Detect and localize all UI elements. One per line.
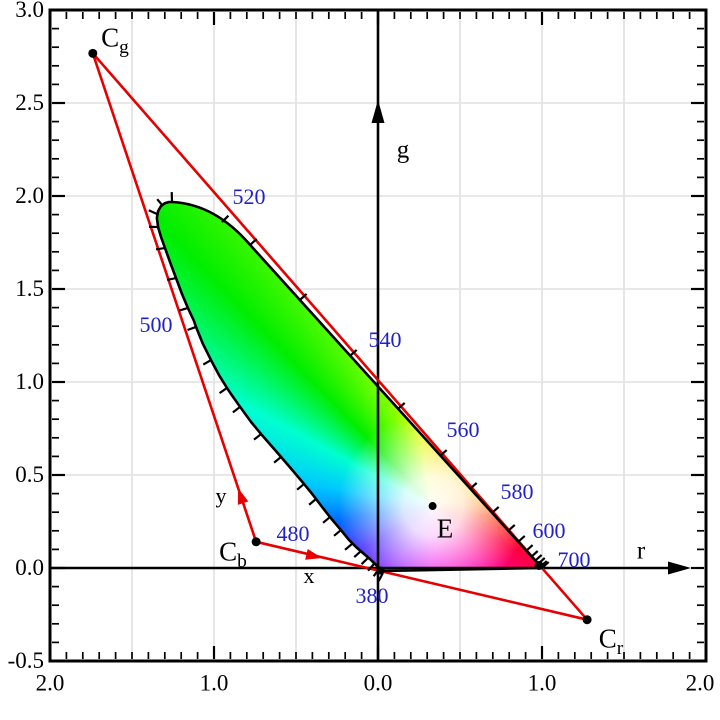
wavelength-tick (367, 563, 375, 572)
wavelength-tick (397, 402, 406, 410)
wavelength-tick (249, 238, 258, 246)
wavelength-tick (296, 483, 305, 491)
primary-label-cb: Cb (219, 536, 247, 572)
white-point-label: E (436, 513, 454, 544)
wavelength-tick (349, 349, 358, 357)
primary-point-cg (88, 48, 98, 58)
spectral-locus (155, 200, 544, 573)
y-tick-label: 0.5 (15, 462, 44, 487)
r-axis-arrowhead (668, 561, 691, 575)
wavelength-tick (155, 246, 166, 251)
wavelength-tick (517, 535, 526, 543)
wavelength-label-580: 580 (500, 479, 534, 504)
y-tick-label: 1.0 (15, 369, 44, 394)
wavelength-tick (202, 359, 212, 366)
wavelength-tick (534, 554, 543, 562)
wavelength-tick (530, 550, 539, 558)
y-tick-label: 2.0 (15, 183, 44, 208)
locus-end-380 (376, 566, 385, 575)
wavelength-label-540: 540 (368, 327, 402, 352)
wavelength-tick (232, 406, 241, 414)
y-tick-label: 1.5 (15, 276, 44, 301)
wavelength-label-520: 520 (232, 184, 266, 209)
wavelength-label-560: 560 (446, 417, 480, 442)
x-arrowhead (305, 549, 322, 560)
wavelength-tick (333, 529, 342, 537)
x-tick-label: 2.0 (35, 670, 65, 696)
primary-label-cr: Cr (598, 623, 624, 659)
wavelength-label-700: 700 (557, 547, 591, 572)
x-tick-label: 0.0 (363, 670, 393, 696)
wavelength-label-600: 600 (532, 518, 566, 543)
wavelength-tick (221, 214, 230, 223)
wavelength-tick (507, 524, 516, 532)
wavelength-tick (491, 506, 500, 514)
locus-end-700 (534, 561, 544, 570)
x-tick-label: 1.0 (199, 670, 229, 696)
wavelength-tick (218, 387, 228, 395)
wavelength-tick (377, 572, 384, 582)
x-tick-label: 2.0 (685, 670, 715, 696)
g-axis-arrowhead (371, 100, 385, 123)
primaries-triangle (91, 51, 589, 622)
wavelength-tick (525, 544, 534, 552)
wavelength-tick (166, 276, 177, 281)
wavelength-tick (469, 482, 478, 490)
primary-point-cr (582, 615, 592, 625)
white-point (428, 502, 437, 511)
primary-label-cg: Cg (101, 22, 129, 58)
wavelength-tick (308, 498, 317, 506)
wavelength-tick (439, 449, 448, 457)
wavelength-tick (360, 557, 369, 565)
y-tick-label: -0.5 (7, 648, 44, 673)
y-tick-label: 2.5 (15, 90, 44, 115)
y-tick-label: 0.0 (15, 555, 44, 580)
wavelength-tick (353, 550, 362, 558)
wavelength-tick (148, 209, 158, 216)
wavelength-tick (322, 516, 331, 524)
wavelength-tick (187, 325, 197, 332)
wavelength-tick (178, 306, 189, 312)
y-arrowhead (237, 488, 249, 505)
wavelength-label-500: 500 (139, 312, 173, 337)
wavelength-tick (253, 433, 262, 441)
y-axis-title: g (396, 136, 410, 164)
x-axis-title: r (636, 537, 646, 565)
x-tick-label: 1.0 (527, 670, 557, 696)
wavelength-tick (299, 293, 308, 301)
wavelength-tick (156, 198, 164, 207)
wavelength-tick (344, 543, 353, 551)
wavelength-tick (273, 456, 282, 464)
y-tick-label: 3.0 (15, 0, 44, 22)
primary-point-cb (251, 537, 261, 547)
xy-arrow-label-y: y (215, 483, 227, 508)
wavelength-label-380: 380 (355, 583, 389, 608)
xy-arrow-label-x: x (303, 563, 315, 588)
wavelength-label-480: 480 (276, 521, 310, 546)
